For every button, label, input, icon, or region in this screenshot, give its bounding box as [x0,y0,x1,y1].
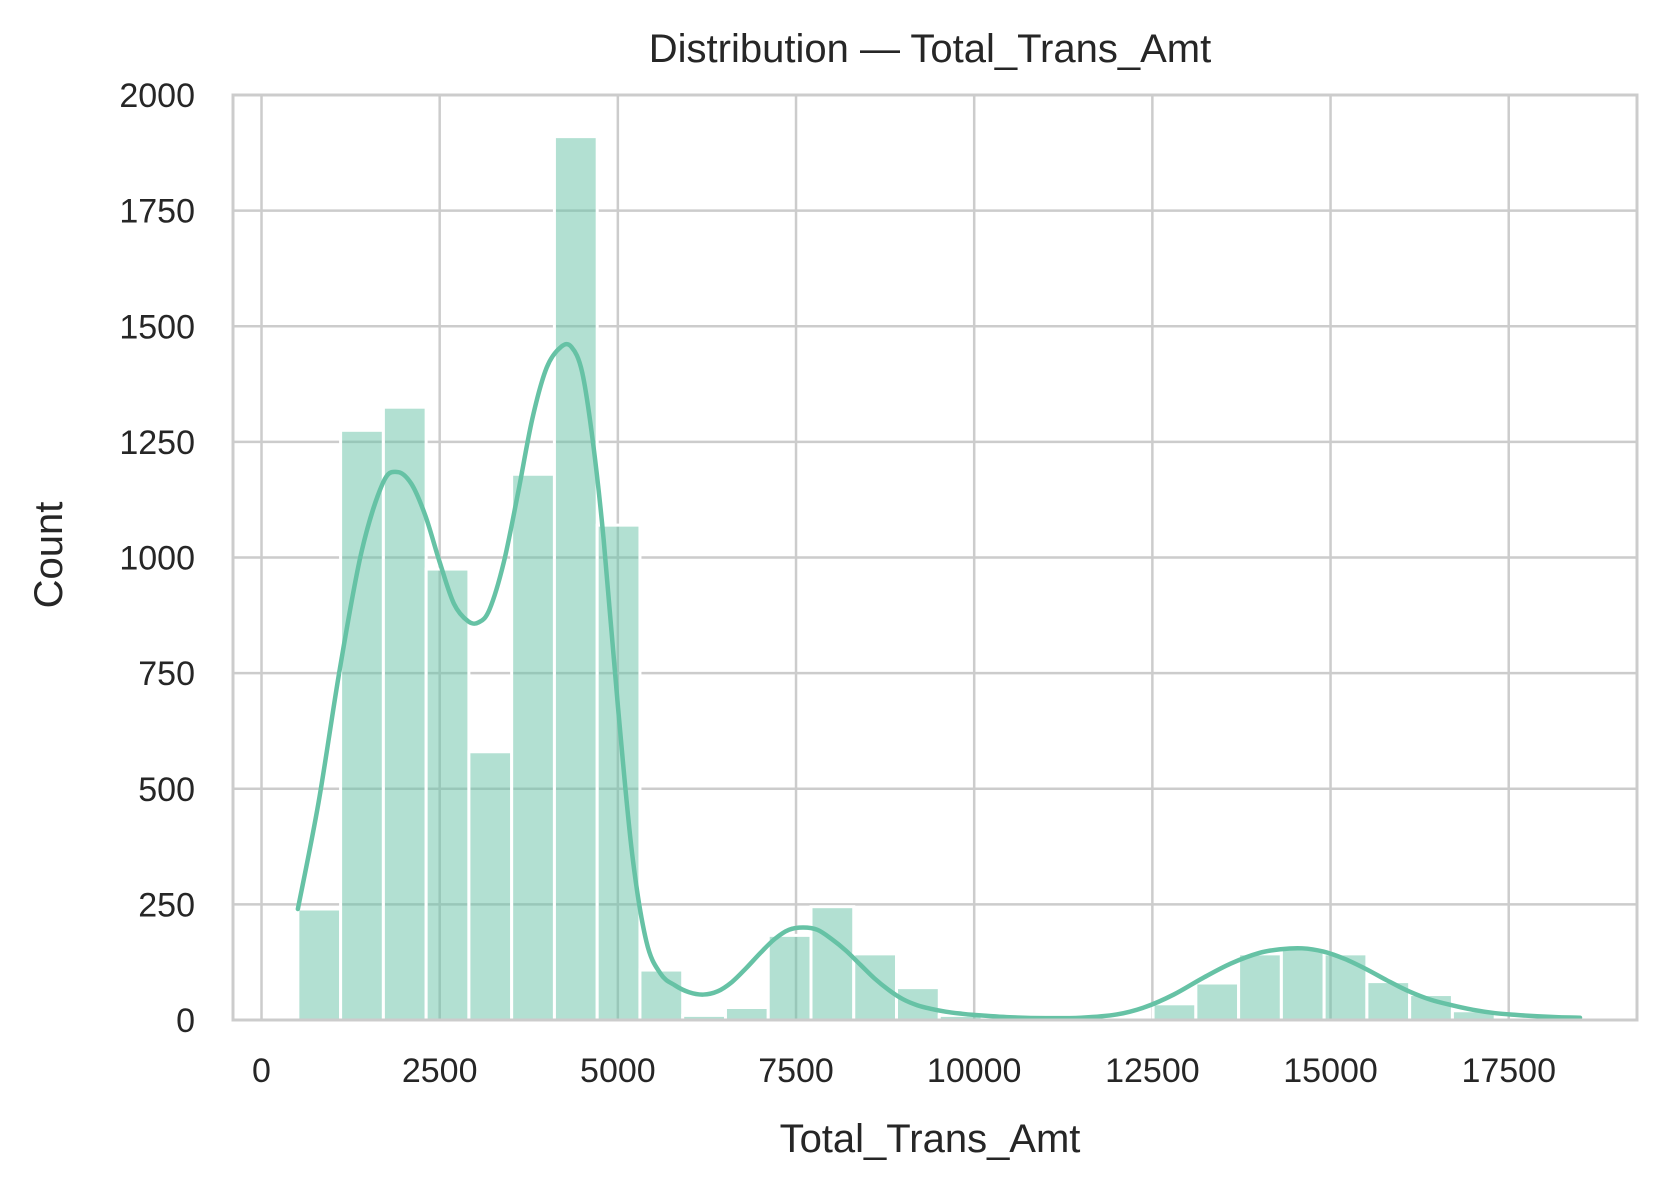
kde-curve-group [295,341,1583,1021]
x-tick-label: 17500 [1461,1052,1556,1090]
y-tick-label: 1000 [119,540,195,578]
histogram-bar [723,1006,770,1022]
x-tick-labels: 0 2500 5000 7500 10000 12500 15000 17500 [252,1052,1556,1090]
x-tick-label: 2500 [402,1052,478,1090]
chart-title: Distribution — Total_Trans_Amt [649,27,1211,71]
histogram-bar [510,472,556,1022]
histogram-bar [424,567,471,1022]
y-tick-labels: 0 250 500 750 1000 1250 1500 1750 2000 [119,77,195,1040]
histogram-bar [296,907,343,1022]
y-tick-label: 1500 [119,308,195,346]
histogram-bar [595,523,642,1022]
x-tick-label: 12500 [1105,1052,1200,1090]
x-tick-label: 15000 [1283,1052,1378,1090]
histogram-bar [766,933,813,1022]
histogram-bar [809,905,856,1022]
histogram-bar [1151,1002,1198,1022]
kde-curve [295,341,1583,1021]
y-tick-label: 1750 [119,193,195,231]
x-tick-label: 10000 [927,1052,1022,1090]
histogram-bar [339,428,385,1022]
histogram-bar [381,405,428,1022]
y-tick-label: 2000 [119,77,195,115]
y-tick-label: 500 [138,771,195,809]
histogram-bar [638,968,685,1022]
x-tick-label: 0 [252,1052,271,1090]
histogram-bar [1279,946,1326,1022]
histogram-bar [1194,981,1241,1022]
histogram-bars [296,135,1583,1022]
histogram-bar [467,750,514,1022]
y-axis-label: Count [27,502,71,609]
x-tick-label: 7500 [758,1052,834,1090]
y-tick-label: 1250 [119,424,195,462]
histogram-bar [552,135,599,1022]
y-tick-label: 250 [138,886,195,924]
x-tick-label: 5000 [580,1052,656,1090]
x-axis-label: Total_Trans_Amt [780,1117,1081,1161]
histogram-bar [1237,952,1283,1022]
y-tick-label: 0 [176,1002,195,1040]
y-tick-label: 750 [138,655,195,693]
plot-frame [231,93,1639,1022]
